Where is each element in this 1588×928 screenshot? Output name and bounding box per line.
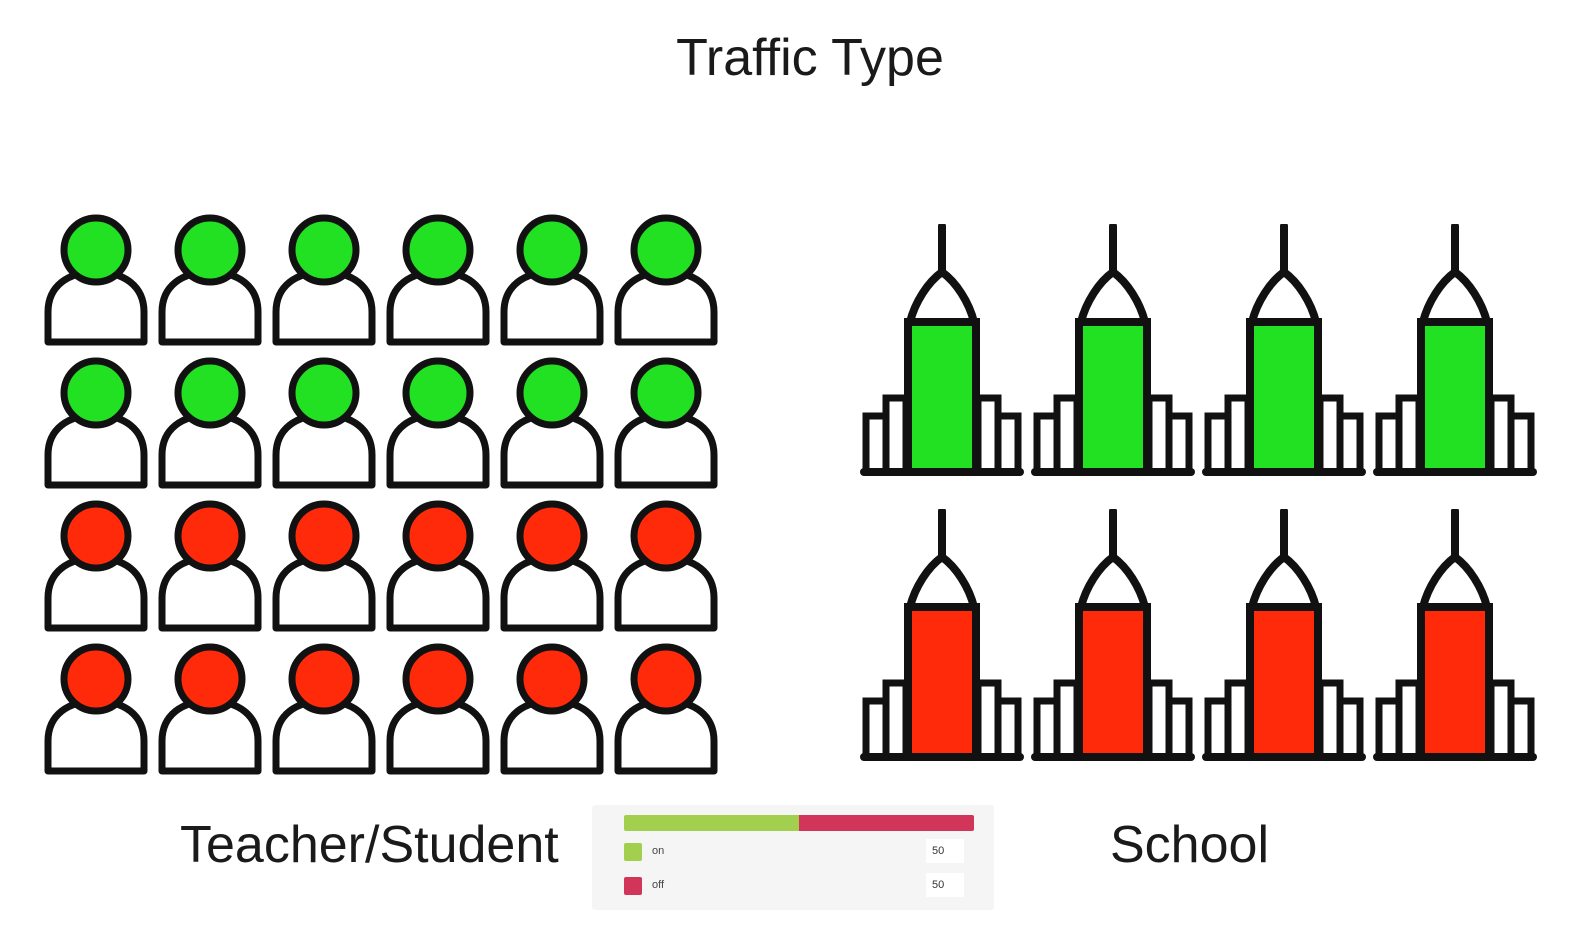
person-icon-on [272, 357, 376, 489]
building-icon-on [860, 224, 1024, 476]
legend-panel: on 50 off 50 [592, 805, 994, 910]
person-icon-off [158, 500, 262, 632]
person-icon-on [272, 214, 376, 346]
legend-swatch-off [624, 877, 642, 895]
legend-swatch-on [624, 843, 642, 861]
building-icon-off [860, 509, 1024, 761]
person-icon-off [44, 500, 148, 632]
person-icon-on [386, 214, 490, 346]
legend-label-on: on [652, 845, 665, 857]
person-icon-on [44, 357, 148, 489]
person-icon-on [614, 214, 718, 346]
people-grid [44, 214, 724, 775]
legend-row-off: off 50 [624, 873, 974, 899]
legend-value-off[interactable]: 50 [926, 873, 964, 897]
person-icon-off [158, 643, 262, 775]
building-icon-off [1202, 509, 1366, 761]
person-icon-off [386, 643, 490, 775]
building-icon-on [1202, 224, 1366, 476]
person-icon-off [386, 500, 490, 632]
legend-label-off: off [652, 879, 665, 891]
person-icon-on [500, 357, 604, 489]
building-icon-on [1373, 224, 1537, 476]
building-icon-off [1373, 509, 1537, 761]
school-grid [860, 224, 1550, 774]
teacher-student-label: Teacher/Student [180, 816, 559, 874]
person-icon-off [614, 643, 718, 775]
person-icon-on [500, 214, 604, 346]
person-icon-off [44, 643, 148, 775]
person-icon-on [386, 357, 490, 489]
person-icon-off [614, 500, 718, 632]
person-icon-off [272, 643, 376, 775]
legend-bar-segment-on [624, 815, 799, 831]
person-icon-on [614, 357, 718, 489]
person-icon-off [500, 643, 604, 775]
person-icon-on [158, 214, 262, 346]
legend-stacked-bar [624, 815, 974, 831]
page-title: Traffic Type [676, 29, 944, 87]
legend-row-on: on 50 [624, 839, 974, 865]
legend-bar-segment-off [799, 815, 974, 831]
building-icon-off [1031, 509, 1195, 761]
legend-value-on[interactable]: 50 [926, 839, 964, 863]
person-icon-off [272, 500, 376, 632]
person-icon-off [500, 500, 604, 632]
person-icon-on [158, 357, 262, 489]
person-icon-on [44, 214, 148, 346]
school-label: School [1110, 816, 1269, 874]
building-icon-on [1031, 224, 1195, 476]
